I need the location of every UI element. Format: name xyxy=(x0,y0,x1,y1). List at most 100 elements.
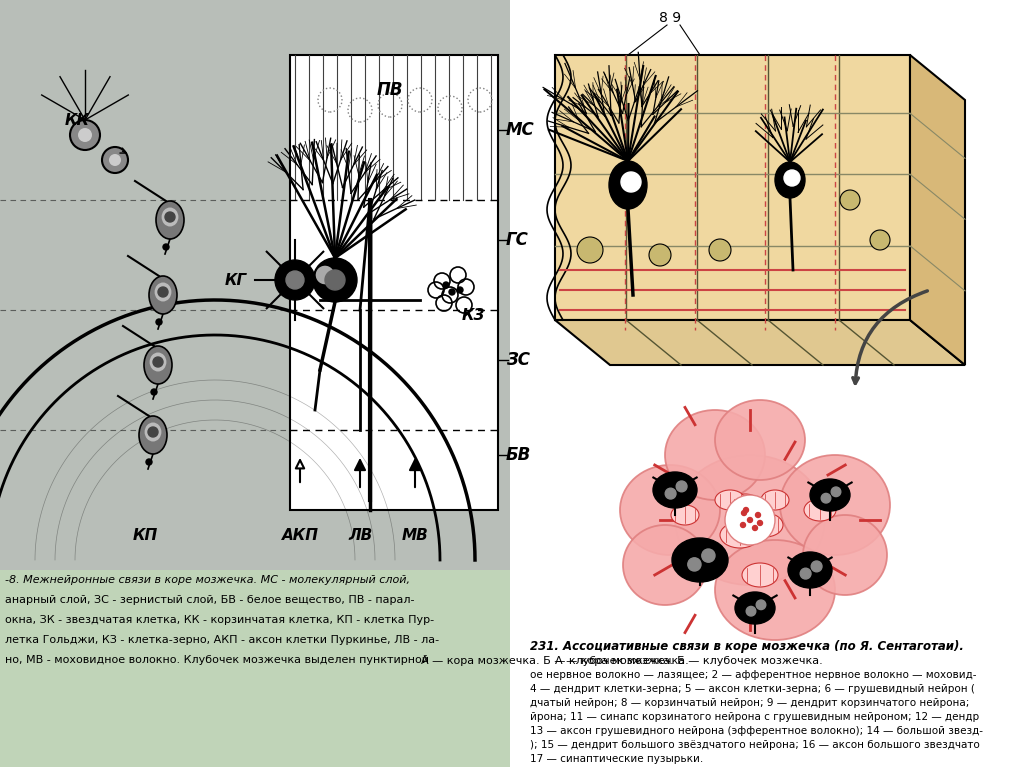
Text: ГС: ГС xyxy=(506,231,528,249)
Circle shape xyxy=(840,190,860,210)
Text: ЛВ: ЛВ xyxy=(348,528,372,543)
Circle shape xyxy=(457,287,463,293)
Ellipse shape xyxy=(810,479,850,511)
Text: КЗ: КЗ xyxy=(462,308,485,323)
Ellipse shape xyxy=(735,592,775,624)
Circle shape xyxy=(313,258,357,302)
Ellipse shape xyxy=(623,525,707,605)
Text: А — кора мозжечка. Б — клубочек мозжечка.: А — кора мозжечка. Б — клубочек мозжечка… xyxy=(421,656,689,666)
Text: БВ: БВ xyxy=(506,446,531,464)
Ellipse shape xyxy=(162,208,178,226)
Circle shape xyxy=(741,511,746,515)
Circle shape xyxy=(649,244,671,266)
Ellipse shape xyxy=(672,538,728,582)
Circle shape xyxy=(753,525,758,531)
Ellipse shape xyxy=(144,346,172,384)
Ellipse shape xyxy=(715,540,835,640)
Circle shape xyxy=(102,147,128,173)
Ellipse shape xyxy=(720,522,760,548)
Ellipse shape xyxy=(715,400,805,480)
Circle shape xyxy=(78,128,92,142)
Ellipse shape xyxy=(804,499,836,521)
Circle shape xyxy=(666,489,676,499)
Ellipse shape xyxy=(761,490,790,510)
Circle shape xyxy=(746,607,756,616)
Text: АКП: АКП xyxy=(282,528,318,543)
Ellipse shape xyxy=(156,201,184,239)
Ellipse shape xyxy=(609,161,647,209)
Circle shape xyxy=(163,244,169,250)
Bar xyxy=(510,0,1024,767)
Ellipse shape xyxy=(729,494,761,516)
Circle shape xyxy=(800,568,811,579)
Circle shape xyxy=(286,271,304,289)
Circle shape xyxy=(151,389,157,395)
Text: ое нервное волокно — лазящее; 2 — афферентное нервное волокно — моховид-: ое нервное волокно — лазящее; 2 — аффере… xyxy=(530,670,977,680)
Text: МВ: МВ xyxy=(401,528,428,543)
Ellipse shape xyxy=(139,416,167,454)
Text: А — кора мозжечка. Б — клубочек мозжечка.: А — кора мозжечка. Б — клубочек мозжечка… xyxy=(555,656,822,666)
Circle shape xyxy=(165,212,175,222)
Circle shape xyxy=(811,561,822,572)
Circle shape xyxy=(758,521,763,525)
Text: 4 — дендрит клетки-зерна; 5 — аксон клетки-зерна; 6 — грушевидный нейрон (: 4 — дендрит клетки-зерна; 5 — аксон клет… xyxy=(530,684,975,694)
Circle shape xyxy=(621,172,641,192)
Text: дчатый нейрон; 8 — корзинчатый нейрон; 9 — дендрит корзинчатого нейрона;: дчатый нейрон; 8 — корзинчатый нейрон; 9… xyxy=(530,698,970,708)
Circle shape xyxy=(831,487,841,496)
Circle shape xyxy=(756,512,761,518)
Circle shape xyxy=(275,260,315,300)
Text: КК: КК xyxy=(65,113,90,128)
Text: летка Гольджи, КЗ - клетка-зерно, АКП - аксон клетки Пуркинье, ЛВ - ла-: летка Гольджи, КЗ - клетка-зерно, АКП - … xyxy=(5,635,439,645)
Circle shape xyxy=(725,495,775,545)
Circle shape xyxy=(156,319,162,325)
Text: 17 — синаптические пузырьки.: 17 — синаптические пузырьки. xyxy=(530,754,703,764)
Circle shape xyxy=(70,120,100,150)
Ellipse shape xyxy=(788,552,831,588)
Text: 231. Ассоциативные связи в коре мозжечка (по Я. Сентаготаи).: 231. Ассоциативные связи в коре мозжечка… xyxy=(530,640,964,653)
Ellipse shape xyxy=(780,455,890,555)
Text: анарный слой, ЗС - зернистый слой, БВ - белое вещество, ПВ - парал-: анарный слой, ЗС - зернистый слой, БВ - … xyxy=(5,595,415,605)
Text: КГ: КГ xyxy=(225,273,247,288)
Circle shape xyxy=(748,518,753,522)
Text: йрона; 11 — синапс корзинатого нейрона с грушевидным нейроном; 12 — дендр: йрона; 11 — синапс корзинатого нейрона с… xyxy=(530,712,979,722)
Text: окна, ЗК - звездчатая клетка, КК - корзинчатая клетка, КП - клетка Пур-: окна, ЗК - звездчатая клетка, КК - корзи… xyxy=(5,615,434,625)
Ellipse shape xyxy=(144,423,162,442)
Circle shape xyxy=(870,230,890,250)
Text: ПВ: ПВ xyxy=(377,81,403,99)
Ellipse shape xyxy=(671,505,699,525)
Circle shape xyxy=(146,459,152,465)
Ellipse shape xyxy=(150,276,177,314)
Text: 13 — аксон грушевидного нейрона (эфферентное волокно); 14 — большой звезд-: 13 — аксон грушевидного нейрона (эфферен… xyxy=(530,726,983,736)
Bar xyxy=(290,55,498,510)
Ellipse shape xyxy=(155,282,171,301)
Circle shape xyxy=(784,170,800,186)
Ellipse shape xyxy=(715,490,745,510)
Circle shape xyxy=(709,239,731,261)
Text: ); 15 — дендрит большого звёздчатого нейрона; 16 — аксон большого звездчато: ); 15 — дендрит большого звёздчатого ней… xyxy=(530,740,980,750)
Circle shape xyxy=(821,493,830,503)
Circle shape xyxy=(688,558,701,571)
Ellipse shape xyxy=(775,162,805,198)
Text: 8 9: 8 9 xyxy=(658,11,681,25)
Circle shape xyxy=(443,282,449,288)
Text: МС: МС xyxy=(506,121,535,139)
Circle shape xyxy=(676,481,687,492)
Circle shape xyxy=(449,289,455,295)
Ellipse shape xyxy=(742,563,778,587)
Circle shape xyxy=(756,600,766,610)
Ellipse shape xyxy=(620,465,720,555)
Text: -8. Межнейронные связи в коре мозжечка. МС - молекулярный слой,: -8. Межнейронные связи в коре мозжечка. … xyxy=(5,575,410,585)
Ellipse shape xyxy=(746,513,783,537)
Circle shape xyxy=(158,287,168,297)
Bar xyxy=(0,0,510,570)
Ellipse shape xyxy=(665,410,765,500)
Circle shape xyxy=(315,265,335,285)
Text: ЗС: ЗС xyxy=(506,351,530,369)
Ellipse shape xyxy=(803,515,887,595)
Circle shape xyxy=(153,357,163,367)
Circle shape xyxy=(148,427,158,437)
Ellipse shape xyxy=(675,455,825,585)
Circle shape xyxy=(701,549,715,562)
Circle shape xyxy=(577,237,603,263)
Polygon shape xyxy=(555,55,910,320)
